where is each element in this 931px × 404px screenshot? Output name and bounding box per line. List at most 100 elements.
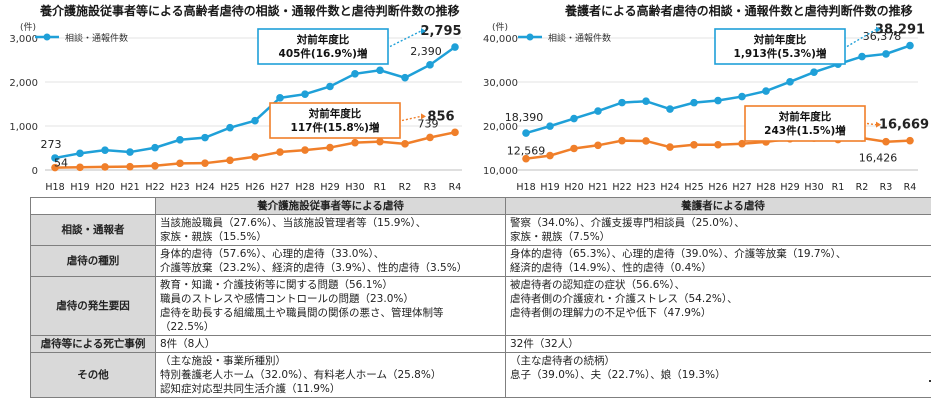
callout-top-arrowhead bbox=[876, 26, 881, 33]
table-body: 相談・通報者 当該施設職員（27.6%）、当該施設管理者等（15.9%）、 家族・親… bbox=[30, 214, 931, 398]
x-tick-label: H20 bbox=[564, 182, 583, 193]
data-point bbox=[786, 78, 794, 86]
cell-line: 家族・親族（15.5%） bbox=[160, 231, 267, 243]
caregiver-cell: 被虐待者の認知症の症状（56.6%）、 虐待者側の介護疲れ・介護ストレス（54.2… bbox=[505, 276, 931, 336]
cell-line: 警察（34.0%）、介護支援専門相談員（25.0%）、 bbox=[510, 217, 745, 229]
data-point bbox=[882, 137, 890, 146]
callout-top-box bbox=[714, 28, 846, 65]
row-label: 虐待の種別 bbox=[30, 245, 156, 277]
table-row: その他 （主な施設・事業所種別） 特別養護老人ホーム（32.0%）、有料老人ホーム（… bbox=[30, 352, 931, 398]
cell-line: 家族・親族（7.5%） bbox=[510, 231, 611, 243]
x-tick-label: H25 bbox=[220, 182, 239, 193]
data-point bbox=[426, 133, 434, 142]
data-point bbox=[546, 122, 554, 130]
callout-bottom-arrowhead bbox=[421, 113, 426, 120]
data-point bbox=[376, 137, 384, 146]
data-point bbox=[201, 133, 209, 142]
caregiver-cell: （主な虐待者の続柄） 息子（39.0%）、夫（22.7%）、娘（19.3%） bbox=[505, 352, 931, 398]
data-point bbox=[151, 143, 159, 152]
x-tick-label: R3 bbox=[424, 182, 437, 193]
cell-line: 被虐待者の認知症の症状（56.6%）、 bbox=[510, 279, 686, 291]
data-label: 2,795 bbox=[420, 24, 461, 39]
table-row: 虐待の種別 身体的虐待（57.6%）、心理的虐待（33.0%）、 介護等放棄（23.… bbox=[30, 245, 931, 277]
callout-bottom-box bbox=[744, 105, 866, 142]
data-label: 856 bbox=[427, 109, 454, 124]
legend-swatch-marker bbox=[526, 33, 534, 41]
data-point bbox=[151, 161, 159, 170]
callout-top-line2: 405件(16.9%)増 bbox=[279, 47, 368, 60]
x-tick-label: H19 bbox=[70, 182, 89, 193]
data-point bbox=[276, 94, 284, 102]
data-point bbox=[738, 92, 746, 101]
table-row: 虐待等による死亡事例 8件（8人） 32件（32人） bbox=[30, 335, 931, 353]
cell-line: 息子（39.0%）、夫（22.7%）、娘（19.3%） bbox=[510, 369, 726, 381]
data-point bbox=[594, 141, 602, 150]
data-label: 12,569 bbox=[507, 145, 546, 158]
cell-line: 虐待を助長する組織風土や職員間の関係の悪さ、管理体制等 bbox=[160, 307, 444, 319]
data-point bbox=[176, 159, 184, 168]
chart1-title: 養介護施設従事者等による高齢者虐待の相談・通報件数と虐待判断件数の推移 bbox=[40, 4, 460, 18]
data-label: 2,390 bbox=[410, 45, 442, 58]
callout-bottom-line1: 対前年度比 bbox=[778, 110, 832, 123]
data-label: 16,426 bbox=[859, 152, 898, 165]
data-point bbox=[126, 162, 134, 171]
y-tick-label: 40,000 bbox=[483, 34, 518, 45]
x-tick-label: H20 bbox=[95, 182, 114, 193]
cell-line: 認知症対応型共同生活介護（11.9%） bbox=[160, 383, 341, 395]
y-tick-label: 1,000 bbox=[9, 122, 38, 133]
x-tick-label: H29 bbox=[320, 182, 339, 193]
data-point bbox=[76, 149, 84, 158]
data-label: 54 bbox=[54, 157, 68, 170]
x-tick-label: H28 bbox=[295, 182, 314, 193]
x-tick-label: H24 bbox=[195, 182, 214, 193]
data-point bbox=[451, 128, 459, 137]
data-point bbox=[690, 140, 698, 149]
callout-bottom-box bbox=[269, 102, 401, 139]
data-label: 38,291 bbox=[875, 23, 925, 38]
x-tick-label: H26 bbox=[708, 182, 727, 193]
data-point bbox=[251, 153, 259, 161]
caregiver-cell: 警察（34.0%）、介護支援専門相談員（25.0%）、 家族・親族（7.5%） bbox=[505, 214, 931, 246]
y-unit-label: (件) bbox=[20, 21, 36, 33]
row-label: その他 bbox=[30, 352, 156, 398]
legend-label: 相談・通報件数 bbox=[548, 32, 611, 44]
cell-line: （主な虐待者の続柄） bbox=[510, 355, 615, 367]
data-point bbox=[642, 137, 650, 145]
table-row: 相談・通報者 当該施設職員（27.6%）、当該施設管理者等（15.9%）、 家族・親… bbox=[30, 214, 931, 246]
callout-top-box bbox=[257, 28, 389, 65]
callout-top-arrow bbox=[846, 28, 877, 48]
data-point bbox=[570, 144, 578, 153]
cell-line: 教育・知識・介護技術等に関する問題（56.1%） bbox=[160, 279, 393, 291]
stray-mark bbox=[929, 380, 931, 382]
y-tick-label: 2,000 bbox=[9, 78, 38, 89]
data-point bbox=[810, 68, 818, 76]
callout-bottom-line2: 117件(15.8%)増 bbox=[291, 121, 380, 134]
x-tick-label: H28 bbox=[756, 182, 775, 193]
cell-line: 経済的虐待（14.9%）、性的虐待（0.4%） bbox=[510, 262, 712, 274]
x-tick-label: H21 bbox=[588, 182, 607, 193]
callout-bottom-arrowhead bbox=[876, 121, 881, 128]
table-row: 虐待の発生要因 教育・知識・介護技術等に関する問題（56.1%） 職員のストレスや感… bbox=[30, 276, 931, 336]
data-point bbox=[101, 146, 109, 154]
x-tick-label: H18 bbox=[516, 182, 535, 193]
x-tick-label: H30 bbox=[804, 182, 823, 193]
facility-cell: 当該施設職員（27.6%）、当該施設管理者等（15.9%）、 家族・親族（15.5… bbox=[155, 214, 506, 246]
x-tick-label: R1 bbox=[832, 182, 845, 193]
legend-swatch-marker bbox=[43, 33, 51, 41]
callout-bottom-line2: 243件(1.5%)増 bbox=[764, 124, 846, 137]
data-point bbox=[176, 135, 184, 144]
table-corner-cell bbox=[30, 197, 156, 215]
x-tick-label: H18 bbox=[45, 182, 64, 193]
data-point bbox=[201, 159, 209, 167]
data-point bbox=[401, 140, 409, 148]
x-tick-label: H27 bbox=[732, 182, 751, 193]
data-label: 18,390 bbox=[505, 111, 544, 124]
cell-line: 身体的虐待（65.3%）、心理的虐待（39.0%）、介護等放棄（19.7%）、 bbox=[510, 248, 847, 260]
data-point bbox=[762, 87, 770, 95]
facility-cell: （主な施設・事業所種別） 特別養護老人ホーム（32.0%）、有料老人ホーム（25.… bbox=[155, 352, 506, 398]
data-point bbox=[126, 148, 134, 156]
y-tick-label: 30,000 bbox=[483, 78, 518, 89]
x-tick-label: H30 bbox=[345, 182, 364, 193]
data-point bbox=[226, 156, 234, 165]
data-point bbox=[618, 136, 626, 145]
